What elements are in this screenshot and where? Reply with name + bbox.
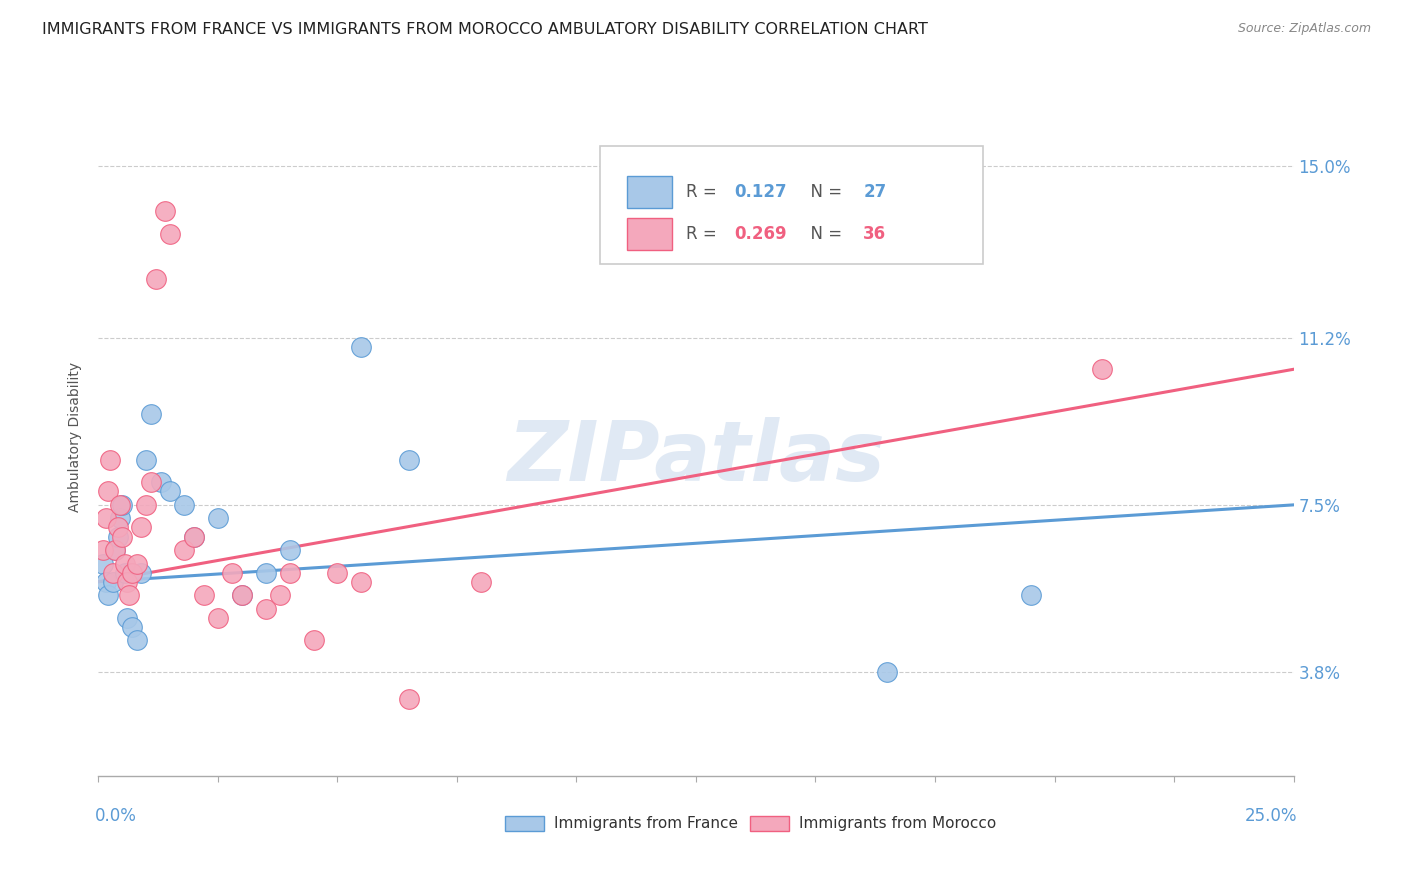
Text: Immigrants from France: Immigrants from France xyxy=(554,816,738,831)
Point xyxy=(254,602,277,616)
Point xyxy=(254,566,277,580)
Point xyxy=(108,498,131,512)
Point xyxy=(131,566,153,580)
Point xyxy=(121,620,143,634)
Point xyxy=(111,498,134,512)
FancyBboxPatch shape xyxy=(600,145,983,264)
Point xyxy=(173,543,195,558)
Point xyxy=(118,588,141,602)
Point xyxy=(173,498,195,512)
Point xyxy=(278,543,301,558)
Text: N =: N = xyxy=(800,183,848,201)
Point xyxy=(139,475,162,490)
Point xyxy=(231,588,253,602)
Point xyxy=(470,574,492,589)
Point xyxy=(108,511,131,525)
Text: 0.269: 0.269 xyxy=(734,225,787,243)
Point xyxy=(125,557,148,571)
Point xyxy=(114,566,136,580)
Point xyxy=(135,498,157,512)
Point xyxy=(91,543,114,558)
FancyBboxPatch shape xyxy=(505,816,544,831)
Text: 27: 27 xyxy=(863,183,887,201)
Point xyxy=(125,633,148,648)
Point xyxy=(91,557,114,571)
Text: 0.127: 0.127 xyxy=(734,183,787,201)
Point xyxy=(159,484,181,499)
Point xyxy=(269,588,291,602)
Point xyxy=(231,588,253,602)
Point xyxy=(326,566,349,580)
Point xyxy=(149,475,172,490)
Point xyxy=(207,511,229,525)
Point xyxy=(183,529,205,543)
Point xyxy=(876,665,898,679)
Point xyxy=(94,511,117,525)
Point xyxy=(98,452,122,467)
Text: 0.0%: 0.0% xyxy=(94,806,136,824)
Point xyxy=(193,588,215,602)
Point xyxy=(111,529,134,543)
Point xyxy=(145,272,167,286)
Point xyxy=(121,566,143,580)
Point xyxy=(107,520,129,534)
Text: 36: 36 xyxy=(863,225,886,243)
Point xyxy=(135,452,157,467)
Point xyxy=(1091,362,1114,376)
Text: R =: R = xyxy=(686,225,723,243)
Text: IMMIGRANTS FROM FRANCE VS IMMIGRANTS FROM MOROCCO AMBULATORY DISABILITY CORRELAT: IMMIGRANTS FROM FRANCE VS IMMIGRANTS FRO… xyxy=(42,22,928,37)
Point xyxy=(756,227,779,241)
Point xyxy=(398,692,420,706)
Point xyxy=(207,611,229,625)
Point xyxy=(398,452,420,467)
Y-axis label: Ambulatory Disability: Ambulatory Disability xyxy=(69,362,83,512)
Point xyxy=(114,557,136,571)
Text: Source: ZipAtlas.com: Source: ZipAtlas.com xyxy=(1237,22,1371,36)
Point xyxy=(97,588,120,602)
FancyBboxPatch shape xyxy=(749,816,789,831)
Point xyxy=(155,204,177,219)
Point xyxy=(139,408,162,422)
Text: R =: R = xyxy=(686,183,723,201)
Point xyxy=(278,566,301,580)
Point xyxy=(107,529,129,543)
Text: 25.0%: 25.0% xyxy=(1244,806,1298,824)
Point xyxy=(221,566,243,580)
Point xyxy=(101,574,124,589)
Point xyxy=(104,543,127,558)
Text: N =: N = xyxy=(800,225,848,243)
Point xyxy=(159,227,181,241)
Point xyxy=(97,484,120,499)
Point xyxy=(101,566,124,580)
Point xyxy=(104,543,127,558)
Text: ZIPatlas: ZIPatlas xyxy=(508,417,884,498)
Point xyxy=(115,574,138,589)
Point xyxy=(1019,588,1042,602)
FancyBboxPatch shape xyxy=(627,218,672,250)
Text: Immigrants from Morocco: Immigrants from Morocco xyxy=(799,816,995,831)
Point xyxy=(183,529,205,543)
Point xyxy=(350,340,373,354)
Point xyxy=(350,574,373,589)
Point xyxy=(94,574,117,589)
Point xyxy=(115,611,138,625)
Point xyxy=(131,520,153,534)
FancyBboxPatch shape xyxy=(627,176,672,209)
Point xyxy=(302,633,325,648)
